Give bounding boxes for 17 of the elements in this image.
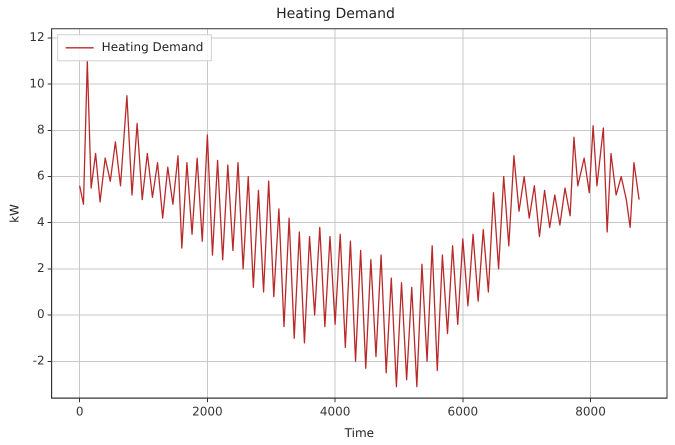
x-tick-label: 4000 bbox=[320, 404, 350, 419]
x-axis-title: Time bbox=[344, 426, 374, 440]
y-tick-label: 10 bbox=[29, 76, 45, 90]
y-tick-label: 4 bbox=[37, 214, 45, 229]
x-tick-label: 0 bbox=[76, 404, 84, 419]
y-tick-label: 12 bbox=[29, 30, 45, 44]
y-tick-label: 2 bbox=[37, 261, 45, 276]
x-tick-label: 6000 bbox=[448, 404, 478, 419]
x-tick-label: 2000 bbox=[192, 404, 223, 419]
x-tick-label: 8000 bbox=[575, 404, 606, 419]
y-tick-label: 6 bbox=[37, 168, 45, 183]
y-axis-title: kW bbox=[7, 204, 22, 223]
chart-title: Heating Demand bbox=[276, 6, 395, 22]
y-tick-label: 8 bbox=[37, 122, 45, 137]
y-tick-label: 0 bbox=[37, 307, 45, 322]
legend-label: Heating Demand bbox=[102, 40, 204, 54]
y-tick-label: -2 bbox=[32, 353, 45, 368]
